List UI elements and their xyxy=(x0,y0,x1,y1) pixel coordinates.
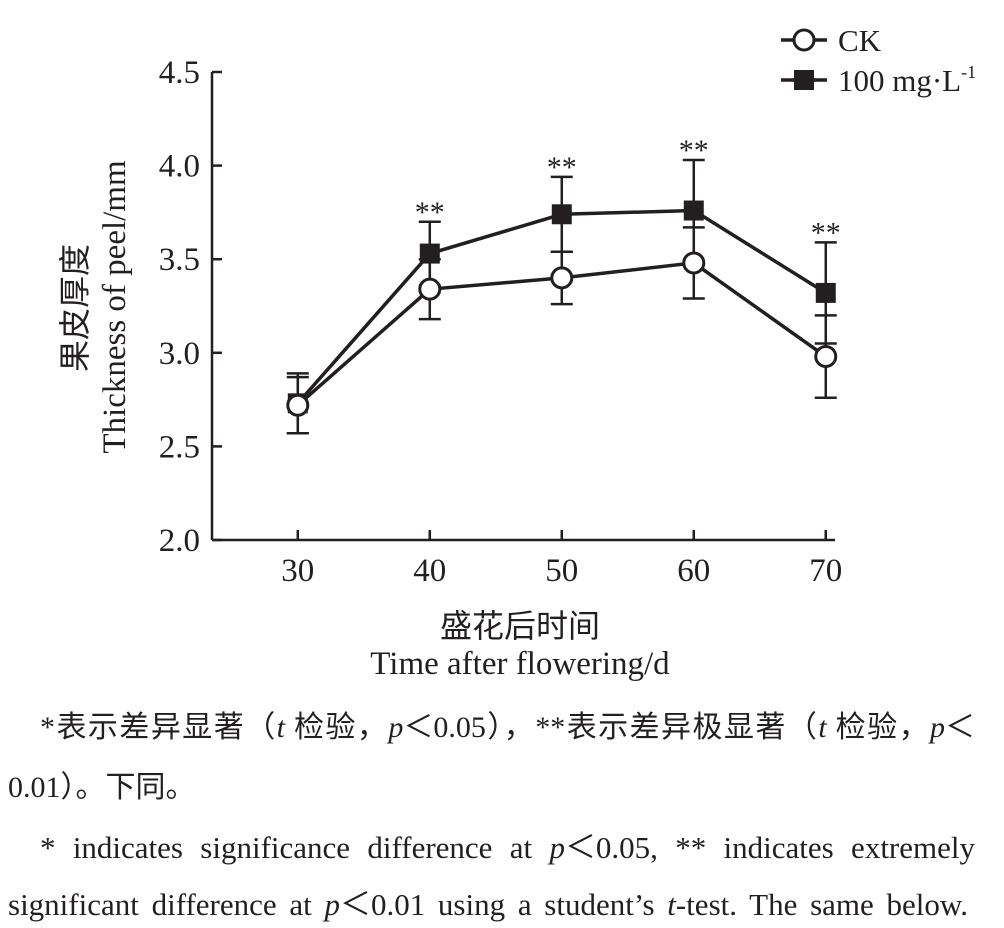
caption-italic-text: p xyxy=(549,830,565,865)
y-tick-label: 2.5 xyxy=(159,429,200,465)
error-bars xyxy=(286,158,837,435)
caption-en-line-1: * indicates significance difference at p… xyxy=(40,828,975,868)
significance-markers: ** ** ** ** xyxy=(415,134,841,249)
axes: 2.0 2.5 3.0 3.5 4.0 4.5 30 40 50 60 70 xyxy=(159,55,843,589)
data-point-100-mg-l xyxy=(815,282,836,303)
data-point-ck xyxy=(682,251,706,275)
caption-italic-text: p xyxy=(324,887,340,922)
caption-en-line-2: significant difference at p＜0.01 using a… xyxy=(8,885,968,925)
caption-text: 检验， xyxy=(285,711,389,744)
significance-marker: ** xyxy=(547,151,577,184)
caption-italic-text: p xyxy=(930,711,946,744)
x-tick-label: 50 xyxy=(545,553,578,589)
caption-italic-text: t xyxy=(667,887,676,922)
caption-text: ＜ xyxy=(945,711,976,744)
legend-marker xyxy=(792,28,816,52)
caption-italic-text: t xyxy=(818,711,827,744)
legend-label-text: CK xyxy=(838,23,882,58)
data-point-100-mg-l xyxy=(551,204,572,225)
caption-text: ＜0.05），**表示差异极显著（ xyxy=(403,711,819,744)
x-tick-label: 70 xyxy=(809,553,842,589)
caption-italic-text: p xyxy=(388,711,404,744)
caption-text: significant difference at xyxy=(8,887,325,922)
legend-label-text: 100 mg·L xyxy=(838,63,961,98)
data-point-ck xyxy=(286,393,310,417)
data-points xyxy=(286,200,838,417)
data-point-ck xyxy=(550,266,574,290)
legend-label: 100 mg·L-1 xyxy=(838,62,976,98)
data-point-ck xyxy=(418,277,442,301)
caption-text: *表示差异显著（ xyxy=(40,711,277,744)
y-tick-label: 4.5 xyxy=(159,55,200,91)
x-axis-title-en: Time after flowering/d xyxy=(370,646,670,682)
x-tick-label: 30 xyxy=(281,553,314,589)
data-point-ck xyxy=(814,345,838,369)
caption-text: 检验， xyxy=(826,711,931,744)
y-axis-title-en: Thickness of peel/mm xyxy=(97,160,133,454)
caption-text: 0.01）。下同。 xyxy=(8,771,196,804)
legend: CK 100 mg·L-1 xyxy=(781,23,976,98)
y-tick-label: 4.0 xyxy=(159,149,200,185)
y-tick-label: 3.5 xyxy=(159,242,200,278)
legend-label: CK xyxy=(838,23,882,58)
legend-item: 100 mg·L-1 xyxy=(781,62,976,98)
x-tick-label: 60 xyxy=(677,553,710,589)
caption-text: ＜0.01 using a student’s xyxy=(339,887,668,922)
caption-zh-line-2: 0.01）。下同。 xyxy=(8,768,196,808)
caption-text: -test. The same below. xyxy=(675,887,968,922)
legend-label-superscript: -1 xyxy=(961,62,976,82)
y-axis-title-zh: 果皮厚度 xyxy=(57,244,93,372)
legend-marker xyxy=(794,70,814,90)
data-point-100-mg-l xyxy=(419,243,440,264)
x-tick-label: 40 xyxy=(413,553,446,589)
y-tick-label: 3.0 xyxy=(159,336,200,372)
legend-item: CK xyxy=(781,23,882,58)
significance-marker: ** xyxy=(679,134,709,167)
data-point-100-mg-l xyxy=(683,200,704,221)
significance-marker: ** xyxy=(415,196,445,229)
caption-text: ＜0.05, ** indicates extremely xyxy=(564,830,975,865)
y-tick-label: 2.0 xyxy=(159,523,200,559)
x-axis-title-zh: 盛花后时间 xyxy=(440,608,600,644)
caption-text: * indicates significance difference at xyxy=(40,830,550,865)
significance-marker: ** xyxy=(811,216,841,249)
caption-zh-line-1: *表示差异显著（t 检验，p＜0.05），**表示差异极显著（t 检验，p＜ xyxy=(40,708,975,748)
caption-italic-text: t xyxy=(276,711,286,744)
